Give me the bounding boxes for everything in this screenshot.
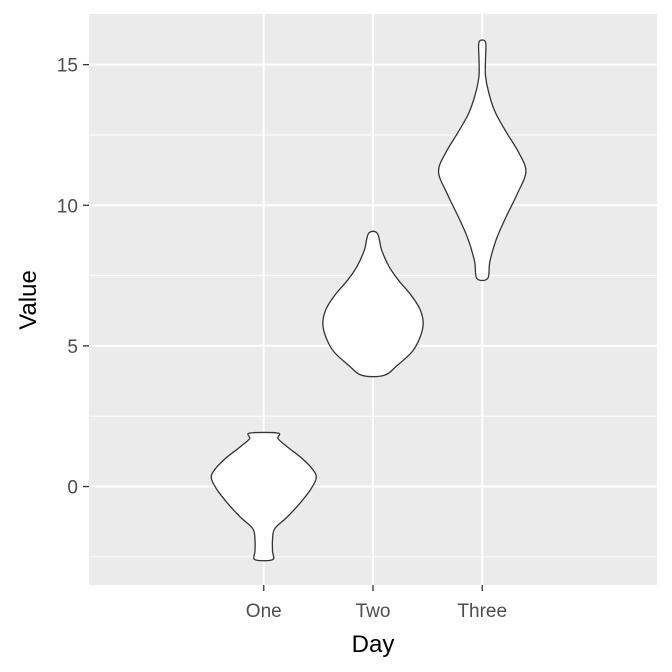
x-tick-label: Two (356, 601, 391, 622)
violins (210, 39, 527, 562)
y-tick-label: 15 (57, 56, 78, 77)
y-axis-title: Value (15, 270, 42, 330)
y-tick-label: 0 (67, 478, 78, 499)
y-tick-label: 10 (57, 196, 78, 217)
y-tick-label: 5 (67, 337, 78, 358)
x-axis-title: Day (352, 631, 395, 658)
x-tick-label: Three (457, 601, 507, 622)
violin-one (210, 431, 317, 562)
y-axis: 0 5 10 15 (57, 56, 89, 499)
violin-three (437, 39, 527, 282)
x-tick-label: One (246, 601, 282, 622)
violin-two (322, 230, 424, 378)
x-axis: One Two Three (246, 585, 507, 622)
